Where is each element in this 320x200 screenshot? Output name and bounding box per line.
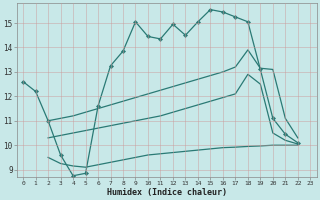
X-axis label: Humidex (Indice chaleur): Humidex (Indice chaleur) bbox=[107, 188, 227, 197]
